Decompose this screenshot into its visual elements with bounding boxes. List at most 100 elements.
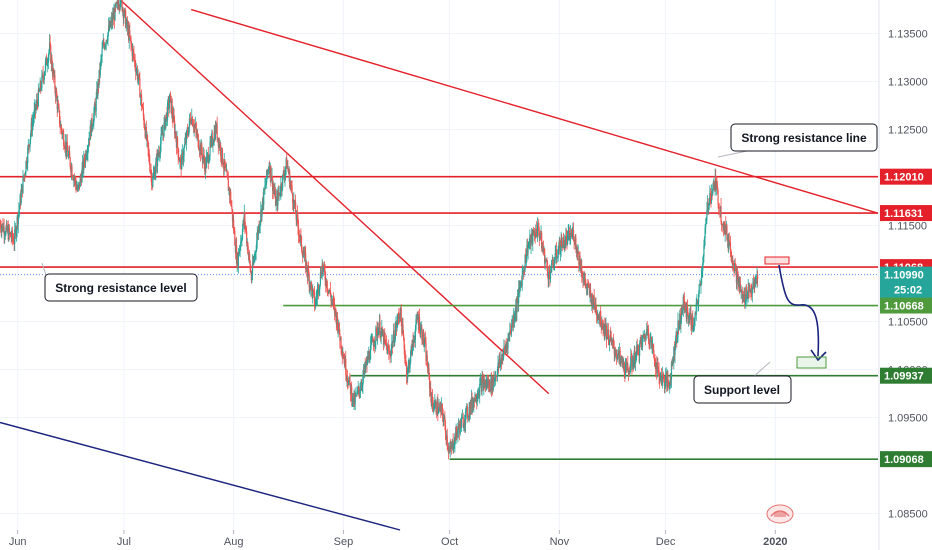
candle-body-583 — [343, 358, 345, 360]
candle-body-284 — [166, 102, 169, 120]
candle-body-841 — [495, 375, 497, 377]
candle-body-475 — [279, 193, 281, 195]
candle-body-377 — [221, 148, 224, 164]
candle-body-173 — [101, 48, 103, 57]
candle-body-597 — [351, 400, 353, 402]
candle-body-1144 — [674, 349, 676, 356]
candle-body-937 — [552, 259, 554, 265]
candle-body-962 — [567, 233, 569, 244]
candle-body-713 — [420, 328, 422, 333]
candle-body-541 — [318, 288, 320, 293]
candle-body-486 — [286, 158, 288, 169]
level-badge-1.10668-bg — [880, 297, 932, 314]
candle-body-1240 — [731, 256, 733, 261]
candle-body-108 — [63, 133, 65, 146]
candle-body-1202 — [708, 203, 710, 206]
candle-body-171 — [100, 59, 102, 64]
candle-body-511 — [300, 236, 303, 250]
candle-body-705 — [415, 319, 417, 330]
candle-body-464 — [273, 187, 275, 191]
candle-body-970 — [571, 232, 573, 237]
candle-body-1007 — [593, 295, 595, 305]
candle-body-1109 — [653, 357, 655, 360]
candle-body-1159 — [683, 296, 685, 301]
candle-body-750 — [441, 407, 444, 415]
candle-body-454 — [267, 170, 269, 174]
candle-body-994 — [585, 286, 588, 288]
candle-body-207 — [121, 0, 123, 11]
candle-body-1266 — [746, 298, 748, 300]
candle-body-696 — [410, 351, 412, 362]
candle-body-41 — [23, 174, 25, 179]
candle-body-734 — [432, 403, 434, 410]
candle-body-776 — [457, 429, 459, 436]
candle-body-149 — [87, 146, 89, 154]
candle-body-1174 — [692, 316, 694, 329]
candle-body-229 — [134, 59, 136, 67]
candle-body-1255 — [739, 283, 742, 292]
candle-body-1123 — [662, 374, 664, 381]
candle-body-882 — [519, 284, 522, 286]
candle-body-118 — [69, 151, 71, 158]
candle-body-295 — [173, 114, 175, 122]
candle-body-42 — [24, 174, 26, 176]
candle-body-306 — [179, 159, 182, 162]
candle-body-658 — [387, 346, 389, 349]
candle-body-28 — [15, 229, 18, 236]
candle-body-1175 — [692, 327, 694, 329]
target-zone-box — [796, 356, 827, 369]
candle-body-506 — [297, 226, 300, 236]
candle-body-1145 — [675, 338, 677, 350]
candle-body-75 — [43, 74, 45, 80]
candle-body-200 — [117, 0, 119, 5]
candle-body-1148 — [676, 337, 678, 340]
candle-body-216 — [126, 19, 129, 29]
candle-body-358 — [210, 138, 212, 144]
candle-body-536 — [315, 297, 317, 299]
candle-body-1099 — [647, 328, 650, 340]
candle-body-1035 — [610, 335, 612, 338]
candle-body-699 — [411, 340, 414, 355]
candle-body-509 — [299, 235, 301, 239]
candle-body-613 — [361, 385, 363, 387]
candle-body-183 — [107, 32, 109, 41]
candle-body-1151 — [678, 322, 680, 329]
candle-body-233 — [136, 69, 139, 80]
candle-body-661 — [389, 353, 391, 356]
candle-body-119 — [69, 157, 71, 167]
candle-body-362 — [212, 142, 215, 145]
candle-body-44 — [25, 161, 27, 173]
candle-body-410 — [241, 238, 243, 241]
candle-body-907 — [534, 236, 536, 238]
candle-body-188 — [110, 22, 112, 27]
candle-body-923 — [544, 248, 546, 264]
candle-body-1256 — [740, 291, 742, 292]
candle-body-683 — [402, 324, 404, 334]
candle-body-1105 — [651, 345, 653, 347]
candle-body-1107 — [652, 344, 654, 351]
candle-body-221 — [129, 36, 132, 39]
candle-body-857 — [505, 346, 507, 350]
candle-body-733 — [431, 396, 434, 404]
candle-body-447 — [263, 188, 265, 205]
candle-body-560 — [329, 290, 332, 296]
candle-body-928 — [546, 267, 549, 276]
candle-body-933 — [549, 271, 552, 280]
candle-body-55 — [31, 122, 34, 131]
candle-body-1045 — [616, 353, 618, 357]
candle-body-382 — [224, 166, 227, 168]
candle-body-704 — [414, 329, 416, 340]
candle-body-941 — [554, 253, 556, 261]
candle-body-843 — [496, 369, 499, 377]
candle-body-1065 — [627, 368, 630, 374]
candle-body-957 — [564, 243, 566, 250]
candle-body-675 — [397, 315, 399, 317]
candle-body-1031 — [607, 329, 609, 340]
candle-body-528 — [310, 282, 313, 287]
candle-body-632 — [372, 338, 374, 343]
candle-body-1268 — [747, 286, 749, 298]
candle-body-226 — [132, 49, 134, 53]
candle-body-1058 — [623, 361, 625, 373]
candle-body-1005 — [592, 304, 594, 308]
candle-body-158 — [92, 123, 94, 126]
